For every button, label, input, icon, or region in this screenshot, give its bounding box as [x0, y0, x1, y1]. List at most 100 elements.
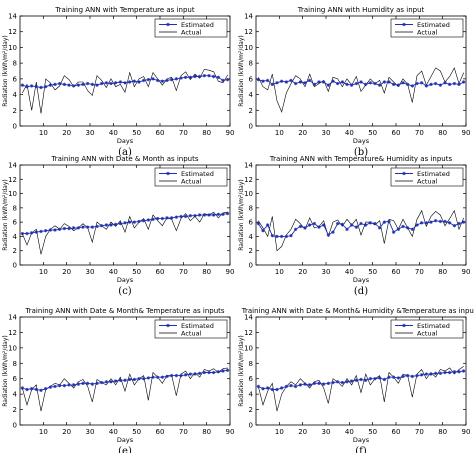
estimated-point: [99, 380, 104, 385]
y-tick-label: 14: [8, 314, 17, 322]
chart-title: Training ANN with Date & Month& Humidity…: [241, 307, 474, 315]
x-tick-label: 50: [368, 268, 377, 276]
x-tick-label: 40: [109, 129, 118, 137]
y-tick-label: 10: [8, 190, 17, 198]
panel-caption: (d): [354, 286, 368, 297]
estimated-point: [363, 378, 368, 382]
estimated-point: [279, 234, 284, 239]
y-tick-label: 2: [13, 107, 17, 115]
estimated-point: [284, 234, 289, 239]
estimated-point: [387, 219, 391, 224]
estimated-point: [382, 377, 387, 382]
estimated-point: [354, 81, 359, 86]
legend-label-estimated: Estimated: [181, 322, 214, 330]
x-tick-label: 20: [298, 129, 307, 137]
estimated-point: [34, 387, 39, 392]
estimated-point: [216, 75, 221, 79]
legend-box: [154, 319, 228, 339]
estimated-point: [43, 85, 48, 89]
estimated-point: [211, 213, 216, 217]
estimated-point: [373, 377, 377, 381]
panel-caption: (c): [118, 286, 132, 297]
x-tick-label: 60: [392, 428, 401, 436]
estimated-point: [127, 377, 132, 382]
estimated-point: [179, 76, 183, 80]
estimated-point: [123, 221, 127, 225]
estimated-point: [197, 213, 202, 217]
estimated-point: [326, 233, 331, 237]
estimated-point: [265, 386, 270, 390]
x-tick-label: 60: [156, 268, 165, 276]
series-line-actual: [258, 209, 464, 252]
estimated-point: [85, 225, 90, 229]
estimated-point: [261, 387, 265, 391]
estimated-point: [275, 234, 279, 239]
estimated-point: [48, 83, 53, 87]
chart-panel-c: Training ANN with Date & Month as inputs…: [2, 155, 234, 297]
estimated-point: [225, 211, 230, 216]
estimated-point: [221, 369, 225, 373]
estimated-point: [289, 234, 293, 238]
y-tick-label: 6: [13, 375, 18, 383]
x-tick-label: 60: [156, 129, 165, 137]
estimated-point: [312, 82, 317, 87]
estimated-point: [211, 370, 216, 375]
estimated-point: [331, 230, 335, 234]
estimated-point: [312, 381, 317, 386]
y-tick-label: 6: [13, 75, 18, 83]
estimated-point: [95, 224, 99, 229]
x-tick-label: 30: [322, 428, 331, 436]
estimated-point: [345, 227, 349, 231]
estimated-point: [410, 84, 415, 88]
y-axis-label: Radiation (kWh/m²/day): [2, 35, 9, 107]
estimated-point: [321, 80, 326, 84]
estimated-point: [303, 226, 307, 230]
legend-label-estimated: Estimated: [417, 170, 450, 178]
estimated-point: [113, 222, 118, 226]
chart-panel-f: Training ANN with Date & Month& Humidity…: [238, 307, 474, 453]
x-tick-label: 30: [86, 268, 95, 276]
estimated-point: [99, 224, 104, 228]
legend-box: [390, 319, 464, 339]
y-tick-label: 10: [8, 344, 17, 352]
x-tick-label: 90: [226, 428, 235, 436]
estimated-point: [284, 384, 289, 389]
y-tick-label: 12: [8, 176, 17, 184]
estimated-point: [160, 79, 165, 83]
estimated-point: [137, 377, 141, 381]
estimated-point: [20, 83, 25, 87]
estimated-point: [405, 226, 410, 230]
estimated-point: [349, 83, 354, 87]
estimated-point: [216, 212, 221, 216]
x-tick-label: 70: [415, 268, 424, 276]
estimated-point: [293, 227, 298, 231]
y-tick-label: 4: [13, 91, 18, 99]
y-tick-label: 8: [13, 204, 17, 212]
estimated-point: [216, 370, 221, 374]
y-tick-label: 8: [13, 360, 17, 368]
estimated-point: [410, 227, 415, 231]
estimated-point: [53, 82, 57, 87]
estimated-point: [447, 221, 452, 225]
estimated-point: [298, 224, 303, 229]
legend-box: [154, 18, 228, 38]
y-tick-label: 14: [8, 162, 17, 170]
x-tick-label: 30: [322, 129, 331, 137]
estimated-point: [443, 81, 447, 85]
estimated-point: [429, 220, 433, 224]
legend-box: [390, 18, 464, 38]
x-tick-label: 90: [462, 428, 471, 436]
y-axis-label: Radiation (kWh/m²/day): [238, 179, 245, 251]
estimated-point: [438, 219, 443, 224]
y-tick-label: 0: [249, 262, 253, 270]
estimated-point: [433, 219, 438, 223]
estimated-point: [424, 84, 429, 88]
estimated-point: [151, 375, 155, 379]
chart-title: Training ANN with Humidity as input: [297, 6, 425, 14]
x-tick-label: 50: [368, 129, 377, 137]
estimated-point: [29, 387, 34, 391]
estimated-point: [377, 83, 382, 87]
estimated-point: [391, 230, 396, 234]
